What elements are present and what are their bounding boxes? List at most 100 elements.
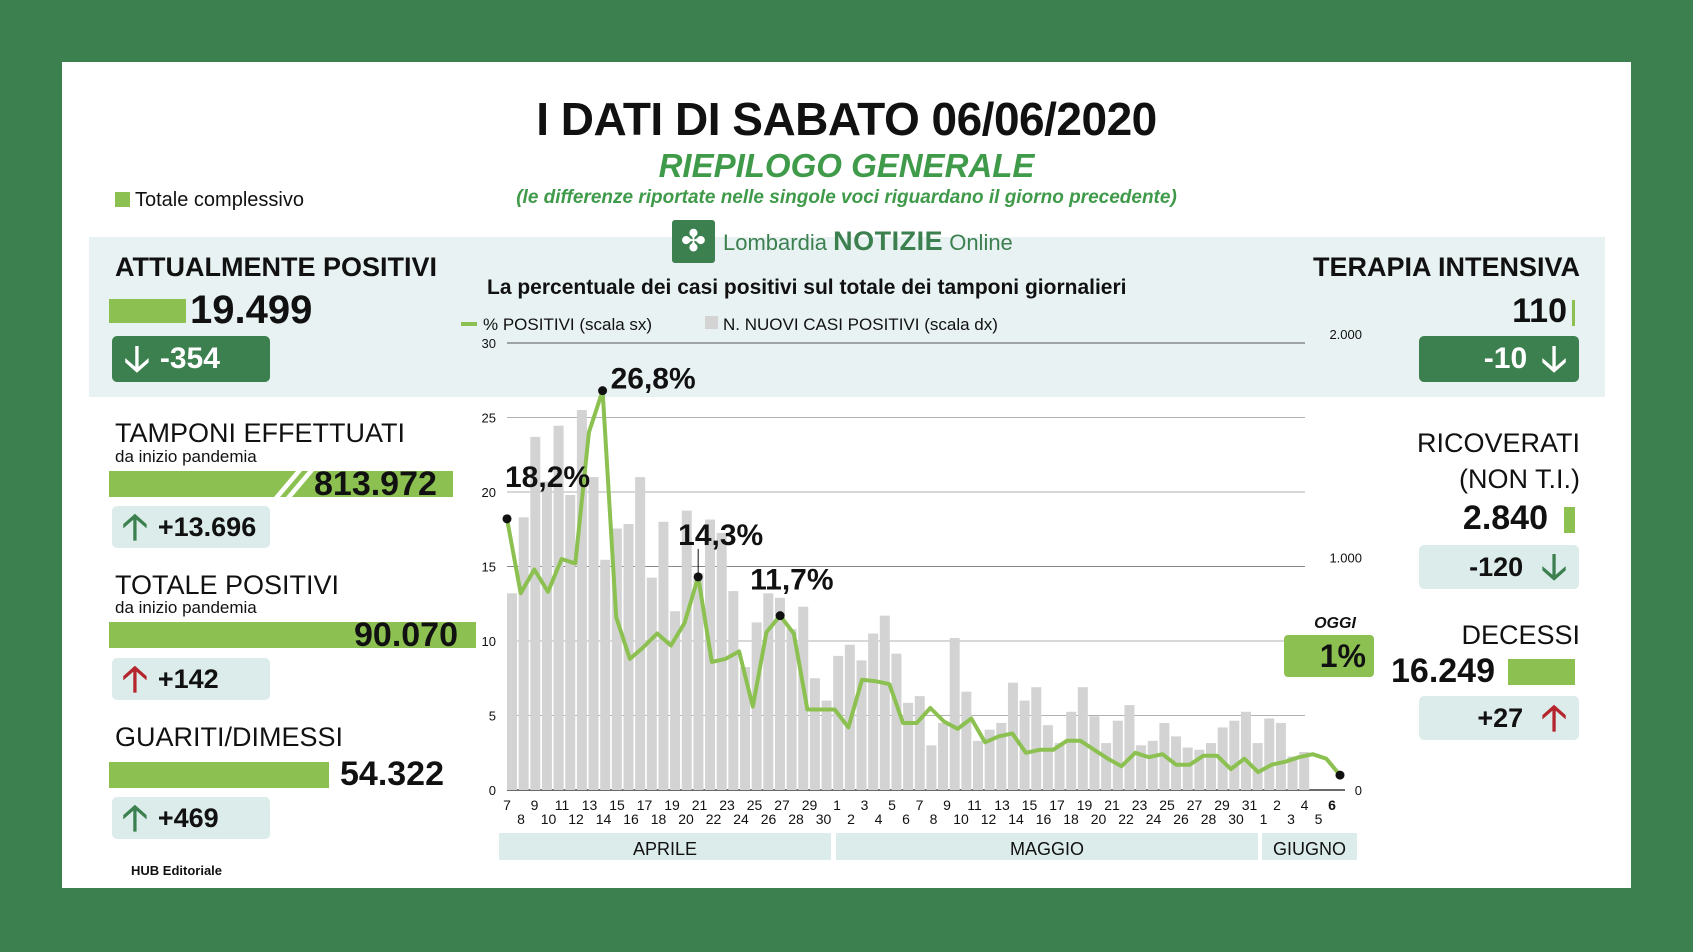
- month-label: APRILE: [633, 839, 697, 859]
- annotation-label: 14,3%: [678, 519, 763, 552]
- credit: HUB Editoriale: [131, 863, 223, 878]
- terapia-delta-box: -10 🡣: [1419, 336, 1579, 382]
- totale-delta-box: 🡡 +142: [112, 658, 270, 700]
- attualmente-value: 19.499: [190, 288, 313, 332]
- month-label: GIUGNO: [1273, 839, 1346, 859]
- bar-new-cases: [670, 611, 681, 790]
- left-tick-label: 5: [489, 709, 496, 724]
- annotation-point: [775, 611, 785, 621]
- page-note: (le differenze riportate nelle singole v…: [516, 187, 1177, 208]
- right-tick-label: 2.000: [1329, 327, 1362, 342]
- right-tick-label: 0: [1355, 783, 1362, 798]
- bar-new-cases: [879, 615, 890, 790]
- bar-new-cases: [1042, 725, 1053, 790]
- bar-new-cases: [1101, 743, 1112, 790]
- x-tick-label: 12: [568, 811, 584, 827]
- page-subtitle: RIEPILOGO GENERALE: [658, 147, 1035, 184]
- x-tick-label: 26: [1173, 811, 1189, 827]
- total-legend-label: Totale complessivo: [135, 189, 304, 211]
- bar-new-cases: [541, 481, 552, 790]
- arrow-down-icon: 🡣: [1541, 546, 1567, 587]
- bar-new-cases: [576, 410, 587, 790]
- guariti-bar: [109, 762, 329, 788]
- guariti-delta-box: 🡡 +469: [112, 797, 270, 839]
- x-tick-label: 9: [943, 797, 951, 813]
- left-tick-label: 30: [482, 336, 496, 351]
- x-tick-label: 22: [706, 811, 722, 827]
- bar-new-cases: [1229, 720, 1240, 790]
- guariti-value: 54.322: [340, 755, 444, 793]
- x-tick-label: 30: [1228, 811, 1244, 827]
- x-tick-label: 27: [774, 797, 790, 813]
- annotation-point: [598, 386, 608, 396]
- decessi-label: DECESSI: [1461, 620, 1580, 650]
- bar-new-cases: [1182, 747, 1193, 790]
- x-tick-label: 20: [1091, 811, 1107, 827]
- x-tick-label: 25: [1159, 797, 1175, 813]
- left-tick-label: 25: [482, 411, 496, 426]
- decessi-value: 16.249: [1391, 652, 1495, 690]
- x-tick-label: 23: [1132, 797, 1148, 813]
- bar-new-cases: [1136, 745, 1147, 790]
- bar-new-cases: [553, 425, 564, 790]
- bar-new-cases: [763, 593, 774, 790]
- tamponi-label: TAMPONI EFFETTUATI: [115, 418, 405, 448]
- left-tick-label: 15: [482, 560, 496, 575]
- bar-new-cases: [868, 633, 879, 790]
- x-tick-label: 2: [847, 811, 855, 827]
- ricoverati-label-1: RICOVERATI: [1416, 428, 1580, 458]
- x-tick-label: 19: [1077, 797, 1093, 813]
- totale-value: 90.070: [354, 616, 458, 654]
- x-tick-label: 17: [637, 797, 653, 813]
- x-tick-label: 3: [1287, 811, 1295, 827]
- bar-new-cases: [728, 591, 739, 790]
- bar-new-cases: [1264, 718, 1275, 790]
- bar-new-cases: [565, 494, 576, 790]
- today-label: OGGI: [1314, 615, 1356, 632]
- x-tick-label: 26: [761, 811, 777, 827]
- x-tick-label: 25: [747, 797, 763, 813]
- bar-new-cases: [1240, 711, 1251, 790]
- month-band: [1262, 833, 1357, 860]
- x-tick-label: 29: [802, 797, 818, 813]
- bar-new-cases: [786, 629, 797, 790]
- bar-new-cases: [961, 691, 972, 790]
- annotation-point: [502, 514, 512, 524]
- bar-new-cases: [914, 696, 925, 790]
- bar-new-cases: [996, 722, 1007, 790]
- x-tick-label: 16: [623, 811, 639, 827]
- tamponi-sub: da inizio pandemia: [115, 447, 257, 466]
- bar-new-cases: [833, 655, 844, 790]
- bar-new-cases: [681, 510, 692, 790]
- x-tick-label: 5: [1315, 811, 1323, 827]
- line-positive-pct: [505, 388, 1342, 777]
- month-label: MAGGIO: [1010, 839, 1084, 859]
- terapia-bar: [1572, 300, 1575, 326]
- bar-new-cases: [588, 477, 599, 790]
- x-tick-label: 3: [861, 797, 869, 813]
- decessi-delta: +27: [1477, 702, 1524, 733]
- x-tick-label: 30: [816, 811, 832, 827]
- logo-text: Lombardia: [723, 229, 827, 255]
- summary-band: [89, 237, 1605, 397]
- arrow-down-icon: 🡣: [1541, 338, 1567, 379]
- bar-new-cases: [518, 517, 529, 790]
- ricoverati-value: 2.840: [1462, 499, 1548, 537]
- x-tick-label: 10: [541, 811, 557, 827]
- attualmente-bar: [109, 299, 186, 323]
- x-tick-label: 31: [1242, 797, 1258, 813]
- x-tick-label: 6: [902, 811, 910, 827]
- legend-square-icon: [705, 316, 718, 329]
- attualmente-delta-box: 🡣 -354: [112, 336, 270, 382]
- annotation-label: 26,8%: [611, 363, 696, 396]
- total-legend: Totale complessivo: [115, 189, 304, 212]
- x-tick-label: 5: [888, 797, 896, 813]
- x-tick-label: 21: [1104, 797, 1120, 813]
- legend-label: N. NUOVI CASI POSITIVI (scala dx): [723, 315, 998, 334]
- annotation-label: 18,2%: [505, 461, 590, 494]
- x-tick-label: 23: [719, 797, 735, 813]
- x-tick-label: 11: [967, 797, 982, 813]
- x-tick-label: 14: [1008, 811, 1024, 827]
- bar-new-cases: [973, 740, 983, 790]
- month-band: [499, 833, 831, 860]
